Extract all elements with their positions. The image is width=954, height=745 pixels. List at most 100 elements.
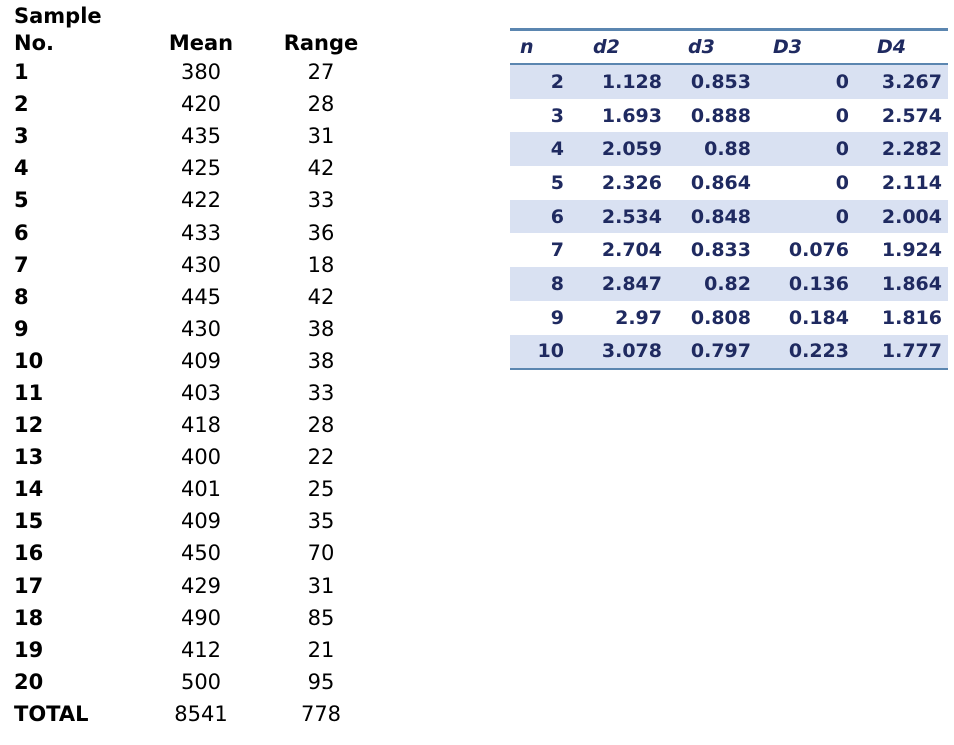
constants-table: n d2 d3 D3 D4 2 1.128 0.853 0 3.267 3 1.693 0.8… (510, 28, 948, 371)
table-row: 3 435 31 (14, 120, 386, 152)
table-cell: 412 (180, 637, 222, 662)
table-row: 7 430 18 (14, 249, 386, 281)
table-cell: 27 (307, 60, 335, 85)
sample-table-body: 1 380 27 2 420 28 3 435 31 4 425 42 5 422 33 6 433 36 7 430… (14, 56, 386, 730)
table-row: 17 429 31 (14, 570, 386, 602)
column-header-no: No. (14, 30, 54, 55)
table-cell: 28 (307, 92, 335, 117)
table-cell: 0 (835, 70, 849, 93)
table-cell: 38 (307, 316, 335, 341)
table-cell: 1 (14, 60, 29, 85)
table-cell: 445 (180, 284, 222, 309)
column-header-D4: D4 (877, 36, 906, 58)
table-cell: 400 (180, 445, 222, 470)
table-cell: 15 (14, 509, 44, 534)
table-cell: 8 (550, 272, 564, 295)
sample-table-title-row: Sample (14, 2, 386, 29)
table-cell: TOTAL (14, 701, 89, 726)
table-cell: 17 (14, 573, 44, 598)
table-row: 19 412 21 (14, 634, 386, 666)
table-cell: 429 (180, 573, 222, 598)
table-cell: 31 (307, 124, 335, 149)
table-cell: 21 (307, 637, 335, 662)
constants-table-body: 2 1.128 0.853 0 3.267 3 1.693 0.888 0 2.574 4 2.059… (510, 65, 948, 369)
table-row: 3 1.693 0.888 0 2.574 (510, 99, 948, 133)
table-cell: 25 (307, 477, 335, 502)
table-cell: 3 (550, 104, 564, 127)
table-row: 2 420 28 (14, 88, 386, 120)
table-cell: 0.833 (690, 239, 751, 262)
table-row: 4 2.059 0.88 0 2.282 (510, 132, 948, 167)
table-cell: 38 (307, 348, 335, 373)
table-cell: 0.076 (788, 239, 849, 262)
table-cell: 1.864 (881, 272, 942, 295)
table-row: 6 433 36 (14, 216, 386, 248)
column-header-d3: d3 (688, 36, 715, 58)
table-cell: 2.574 (881, 104, 942, 127)
table-cell: 6 (14, 220, 29, 245)
sample-data-table: Sample No. Mean Range 1 380 27 2 420 28 3 435 31… (14, 2, 386, 730)
table-cell: 42 (307, 284, 335, 309)
table-cell: 31 (307, 573, 335, 598)
table-cell: 3.267 (881, 70, 942, 93)
table-cell: 401 (180, 477, 222, 502)
column-header-D3: D3 (773, 36, 802, 58)
table-cell: 0.864 (690, 171, 751, 194)
table-cell: 380 (180, 60, 222, 85)
table-cell: 0.848 (690, 205, 751, 228)
table-cell: 7 (550, 239, 564, 262)
table-cell: 28 (307, 413, 335, 438)
table-cell: 19 (14, 637, 44, 662)
table-cell: 420 (180, 92, 222, 117)
table-row: 9 2.97 0.808 0.184 1.816 (510, 301, 948, 335)
table-row: 8 2.847 0.82 0.136 1.864 (510, 267, 948, 301)
table-row: 8 445 42 (14, 281, 386, 313)
table-cell: 6 (550, 205, 564, 228)
table-cell: 85 (307, 605, 335, 630)
table-cell: 0 (835, 104, 849, 127)
table-cell: 95 (307, 669, 335, 694)
table-cell: 8 (14, 284, 29, 309)
table-row: 1 380 27 (14, 56, 386, 88)
table-cell: 20 (14, 669, 44, 694)
table-cell: 12 (14, 413, 44, 438)
table-cell: 9 (14, 316, 29, 341)
table-row: 12 418 28 (14, 409, 386, 441)
column-header-n: n (520, 36, 534, 58)
table-cell: 409 (180, 509, 222, 534)
table-cell: 8541 (174, 701, 228, 726)
table-cell: 5 (550, 171, 564, 194)
column-header-d2: d2 (593, 36, 620, 58)
table-cell: 425 (180, 156, 222, 181)
table-cell: 1.128 (601, 70, 662, 93)
table-cell: 33 (307, 188, 335, 213)
table-cell: 2.97 (615, 306, 662, 329)
table-cell: 433 (180, 220, 222, 245)
table-cell: 418 (180, 413, 222, 438)
table-cell: 2.847 (601, 272, 662, 295)
table-cell: 2.704 (601, 239, 662, 262)
table-row: 6 2.534 0.848 0 2.004 (510, 199, 948, 234)
table-cell: 2 (14, 92, 29, 117)
table-cell: 35 (307, 509, 335, 534)
table-cell: 778 (300, 701, 342, 726)
table-row: 13 400 22 (14, 441, 386, 473)
table-cell: 430 (180, 252, 222, 277)
table-cell: 1.777 (881, 340, 942, 363)
table-cell: 2.326 (601, 171, 662, 194)
table-cell: 11 (14, 380, 44, 405)
table-cell: 13 (14, 445, 44, 470)
table-cell: 0.223 (788, 340, 849, 363)
table-cell: 0.184 (788, 306, 849, 329)
table-cell: 4 (14, 156, 29, 181)
table-row: 5 2.326 0.864 0 2.114 (510, 166, 948, 200)
sample-table-title: Sample (14, 3, 102, 28)
table-cell: 2.114 (881, 171, 942, 194)
table-cell: 435 (180, 124, 222, 149)
constants-table-header-row: n d2 d3 D3 D4 (510, 28, 948, 65)
table-cell: 0.853 (690, 70, 751, 93)
table-cell: 2.534 (601, 205, 662, 228)
total-row: TOTAL 8541 778 (14, 698, 386, 730)
table-row: 18 490 85 (14, 602, 386, 634)
table-cell: 5 (14, 188, 29, 213)
